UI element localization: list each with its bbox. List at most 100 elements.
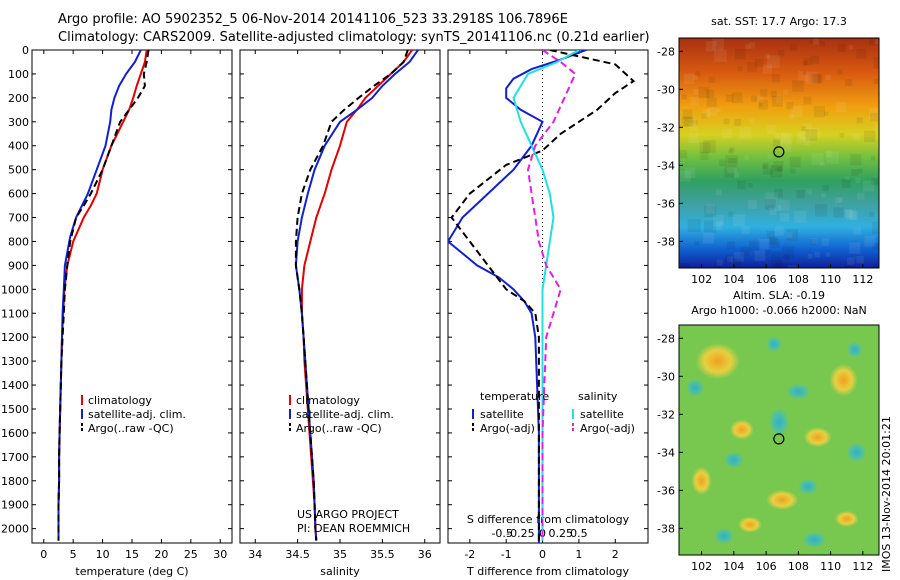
sst-noise (868, 107, 879, 120)
sst-noise (789, 43, 797, 51)
x-tick-label: 106 (756, 273, 777, 286)
x-tick-label: 34 (248, 548, 262, 561)
sst-field (679, 38, 879, 268)
sst-noise (741, 225, 750, 235)
y-tick-label: 400 (8, 140, 29, 153)
sla-low (686, 378, 705, 397)
project-annotation: US ARGO PROJECT (297, 508, 399, 521)
argo-position-marker (773, 146, 785, 158)
sst-noise (766, 230, 775, 239)
sst-noise (774, 263, 787, 268)
sst-noise (734, 251, 744, 262)
sst-noise (764, 249, 771, 256)
series-line-argorawqc (57, 50, 150, 541)
sst-noise (691, 119, 698, 126)
sst-noise (713, 221, 723, 231)
x-tick-label: 104 (723, 273, 744, 286)
sst-noise (755, 58, 764, 68)
sst-noise (798, 70, 809, 82)
y-tick-label: 1800 (1, 475, 29, 488)
sst-noise (725, 155, 739, 169)
x-tick-label: 102 (691, 273, 712, 286)
sst-noise (781, 246, 795, 259)
sst-noise (688, 132, 699, 143)
y-tick-label: 100 (8, 68, 29, 81)
sst-noise (756, 95, 764, 103)
sst-noise (762, 164, 773, 175)
sst-noise (809, 128, 821, 139)
sla-low (714, 527, 735, 544)
x-tick-label: 108 (788, 273, 809, 286)
sst-noise (805, 71, 818, 84)
sst-noise (833, 207, 844, 218)
x-axis-label: T difference from climatology (466, 565, 629, 578)
y-tick-label: 1100 (1, 307, 29, 320)
x-tick-label: 35.5 (370, 548, 395, 561)
sst-noise (725, 94, 734, 103)
legend-entry: satellite-adj. clim. (88, 408, 186, 421)
sst-noise (778, 199, 790, 211)
sst-noise (770, 260, 783, 268)
top-x-tick-label: -0.5 (491, 527, 512, 540)
legend-entry: satellite-adj. clim. (296, 408, 394, 421)
y-tick-label: 1700 (1, 451, 29, 464)
sst-noise (796, 139, 801, 145)
sst-noise (737, 66, 743, 72)
sst-noise (727, 256, 734, 263)
panel-frame (31, 49, 233, 544)
sst-noise (764, 53, 770, 59)
sst-noise (700, 152, 709, 160)
sst-noise (850, 154, 862, 166)
sst-noise (846, 209, 857, 221)
sla-high (829, 364, 858, 397)
y-tick-label: 1200 (1, 331, 29, 344)
sst-noise (734, 172, 740, 178)
x-tick-label: 10 (96, 548, 110, 561)
sst-noise (690, 97, 699, 106)
sst-noise (708, 76, 716, 83)
x-tick-label: 20 (154, 548, 168, 561)
sst-noise (765, 192, 779, 205)
sst-noise (687, 219, 701, 233)
y-tick-label: 1300 (1, 355, 29, 368)
sst-noise (825, 252, 831, 257)
sst-noise (759, 89, 768, 97)
sst-noise (856, 48, 867, 59)
top-x-axis-label: S difference from climatology (467, 513, 630, 526)
map-frame (678, 324, 880, 556)
sst-noise (726, 241, 735, 250)
sst-noise (821, 238, 829, 246)
y-tick-label: 1900 (1, 499, 29, 512)
x-axis-label: salinity (320, 565, 360, 578)
sst-noise (689, 122, 698, 132)
sst-noise (851, 168, 859, 176)
sst-noise (712, 38, 725, 51)
x-axis-label: temperature (deg C) (75, 565, 188, 578)
sst-noise (770, 238, 780, 248)
sst-noise (814, 251, 821, 258)
sst-noise (689, 118, 697, 127)
sst-noise (770, 165, 783, 178)
x-tick-label: 30 (213, 548, 227, 561)
series-line-argoadj (526, 50, 577, 541)
sst-noise (803, 96, 812, 105)
y-tick-label: -36 (657, 484, 675, 497)
sst-noise (693, 89, 699, 95)
sst-noise (699, 142, 711, 154)
y-tick-label: 1500 (1, 403, 29, 416)
y-tick-label: -30 (657, 83, 675, 96)
sst-noise (772, 139, 781, 147)
y-tick-label: -32 (657, 408, 675, 421)
sla-high (766, 489, 799, 510)
sst-noise (702, 232, 715, 244)
x-tick-label: 25 (184, 548, 198, 561)
y-tick-label: 700 (8, 212, 29, 225)
y-tick-label: -28 (657, 45, 675, 58)
sst-noise (748, 199, 758, 209)
panel-frame (239, 49, 441, 544)
sst-noise (714, 49, 727, 62)
x-tick-label: 15 (125, 548, 139, 561)
sst-noise (705, 204, 716, 214)
sst-noise (786, 229, 799, 241)
y-tick-label: 1400 (1, 379, 29, 392)
